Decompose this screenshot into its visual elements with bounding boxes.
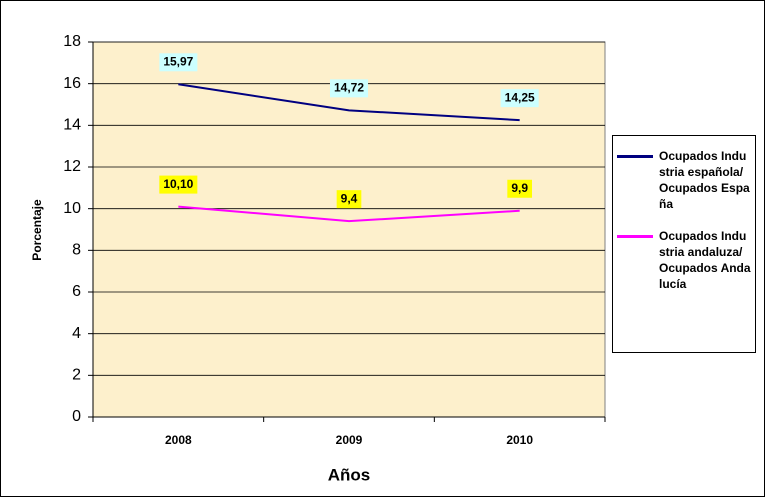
y-axis-title: Porcentaje [30, 199, 44, 261]
y-tick-label: 10 [63, 200, 81, 217]
legend-item: Ocupados Industria española/ Ocupados Es… [617, 148, 751, 212]
legend-label: Ocupados Industria española/ Ocupados Es… [659, 149, 750, 211]
data-label: 14,25 [505, 90, 535, 104]
y-tick-label: 8 [72, 242, 81, 259]
data-label-bg [159, 53, 198, 72]
y-tick-label: 0 [72, 408, 81, 425]
data-label-bg [159, 175, 198, 194]
legend-label: Ocupados Industria andaluza/Ocupados And… [659, 229, 751, 291]
data-label: 9,9 [511, 181, 528, 195]
y-tick-label: 12 [63, 158, 81, 175]
data-label: 14,72 [334, 81, 364, 95]
data-label-bg [507, 179, 533, 198]
data-label: 9,4 [341, 191, 358, 205]
data-label: 15,97 [163, 54, 193, 68]
series-line [178, 205, 520, 223]
legend: Ocupados Industria española/ Ocupados Es… [612, 135, 756, 353]
x-axis-title: Años [328, 465, 371, 484]
y-tick-label: 6 [72, 283, 81, 300]
legend-swatch [617, 155, 653, 158]
legend-swatch [617, 235, 653, 238]
x-tick-label: 2008 [165, 433, 192, 447]
data-label-bg [329, 79, 369, 98]
y-tick-label: 16 [63, 75, 81, 92]
data-label-bg [500, 89, 539, 108]
legend-item: Ocupados Industria andaluza/Ocupados And… [617, 228, 751, 292]
y-tick-label: 14 [63, 117, 81, 134]
data-label: 10,10 [163, 177, 193, 191]
x-tick-label: 2010 [506, 433, 533, 447]
x-tick-label: 2009 [336, 433, 363, 447]
data-label-bg [336, 190, 362, 209]
y-tick-label: 18 [63, 33, 81, 50]
y-tick-label: 2 [72, 367, 81, 384]
series-line [178, 83, 520, 122]
y-tick-label: 4 [72, 325, 81, 342]
